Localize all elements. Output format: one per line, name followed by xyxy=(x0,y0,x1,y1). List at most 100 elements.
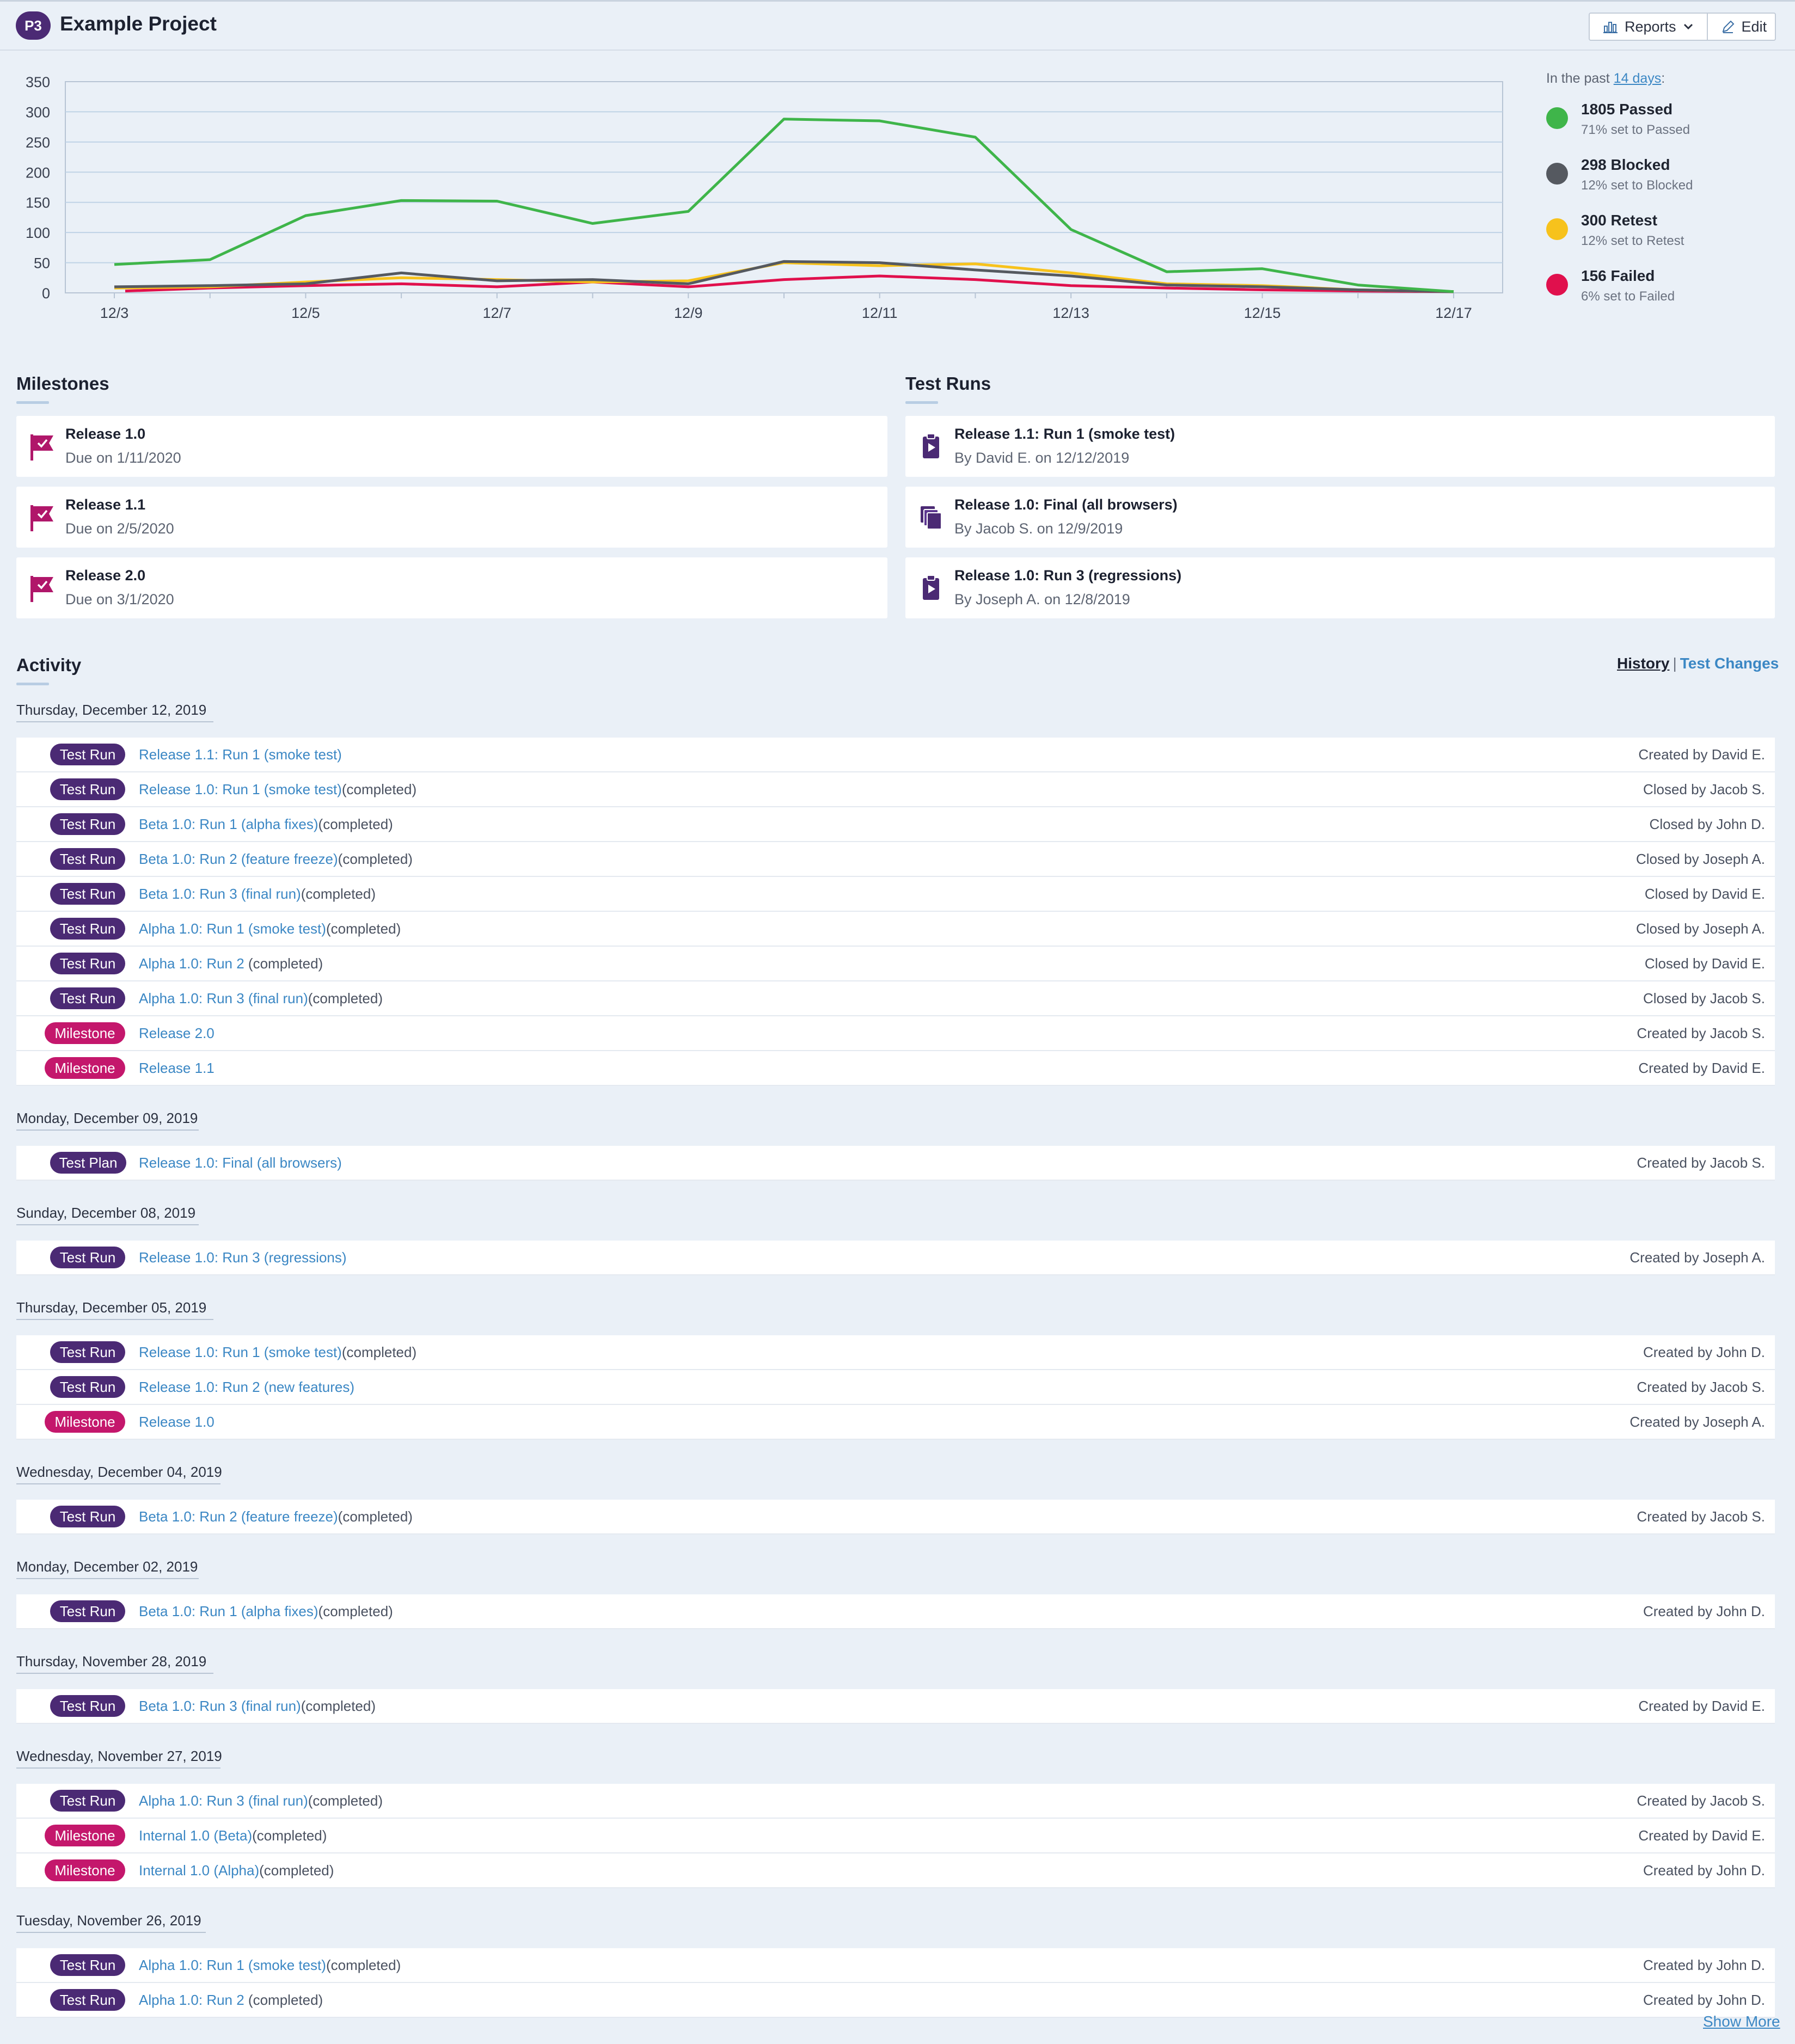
y-tick-label: 50 xyxy=(34,255,50,272)
activity-item-link[interactable]: Alpha 1.0: Run 2 xyxy=(139,955,244,972)
activity-item-link[interactable]: Beta 1.0: Run 2 (feature freeze) xyxy=(139,851,338,867)
activity-row: Test Run Release 1.1: Run 1 (smoke test) C… xyxy=(16,738,1775,772)
test-run-card[interactable]: Release 1.0: Run 3 (regressions) By Josep… xyxy=(905,557,1775,618)
activity-author: Created by Joseph A. xyxy=(1629,1249,1765,1266)
activity-item-link[interactable]: Alpha 1.0: Run 1 (smoke test) xyxy=(139,920,326,937)
edit-button[interactable]: Edit xyxy=(1708,14,1780,40)
activity-item-link[interactable]: Release 1.0: Run 2 (new features) xyxy=(139,1379,354,1395)
activity-item-link[interactable]: Internal 1.0 (Beta) xyxy=(139,1827,253,1844)
activity-author: Created by David E. xyxy=(1638,746,1765,763)
activity-row: Test Run Alpha 1.0: Run 3 (final run)(com… xyxy=(16,1784,1775,1819)
activity-author: Closed by Joseph A. xyxy=(1635,851,1765,867)
test-run-title: Release 1.0: Run 3 (regressions) xyxy=(954,567,1182,584)
tab-history[interactable]: History xyxy=(1617,655,1670,672)
activity-type-badge: Test Run xyxy=(50,1600,125,1622)
test-run-card[interactable]: Release 1.1: Run 1 (smoke test) By David … xyxy=(905,416,1775,477)
tab-test-changes[interactable]: Test Changes xyxy=(1680,655,1779,672)
legend-percent: 6% set to Failed xyxy=(1581,289,1675,304)
activity-description: Internal 1.0 (Beta)(completed) xyxy=(139,1827,327,1844)
activity-author: Closed by John D. xyxy=(1649,816,1765,832)
milestone-card[interactable]: Release 2.0 Due on 3/1/2020 xyxy=(16,557,887,618)
activity-item-link[interactable]: Release 1.0: Final (all browsers) xyxy=(139,1155,342,1171)
activity-description: Release 1.0: Run 2 (new features) xyxy=(139,1379,354,1396)
activity-item-link[interactable]: Alpha 1.0: Run 3 (final run) xyxy=(139,1793,308,1809)
activity-heading: Activity xyxy=(16,655,82,675)
activity-item-link[interactable]: Alpha 1.0: Run 3 (final run) xyxy=(139,990,308,1006)
activity-item-link[interactable]: Beta 1.0: Run 1 (alpha fixes) xyxy=(139,816,318,832)
test-run-card-icon xyxy=(917,432,946,465)
activity-type-badge: Milestone xyxy=(45,1057,125,1079)
activity-status-suffix: (completed) xyxy=(341,1344,417,1360)
activity-item-link[interactable]: Alpha 1.0: Run 1 (smoke test) xyxy=(139,1957,326,1973)
activity-item-link[interactable]: Beta 1.0: Run 2 (feature freeze) xyxy=(139,1508,338,1525)
activity-row: Test Run Alpha 1.0: Run 2 (completed) Crea… xyxy=(16,1983,1775,2018)
activity-item-link[interactable]: Release 1.0: Run 3 (regressions) xyxy=(139,1249,347,1266)
activity-item-link[interactable]: Release 1.0: Run 1 (smoke test) xyxy=(139,1344,342,1360)
activity-day-label: Wednesday, November 27, 2019 xyxy=(16,1748,222,1764)
activity-description: Beta 1.0: Run 2 (feature freeze)(complet… xyxy=(139,851,413,868)
activity-item-link[interactable]: Release 1.1: Run 1 (smoke test) xyxy=(139,746,342,763)
activity-type-badge: Test Run xyxy=(50,1341,125,1363)
activity-type-badge: Milestone xyxy=(45,1859,125,1881)
activity-item-link[interactable]: Release 1.0 xyxy=(139,1414,215,1430)
activity-type-badge: Milestone xyxy=(45,1411,125,1433)
activity-status-suffix: (completed) xyxy=(326,920,401,937)
activity-item-link[interactable]: Release 2.0 xyxy=(139,1025,215,1041)
activity-status-suffix: (completed) xyxy=(259,1862,334,1879)
milestone-due-date: Due on 3/1/2020 xyxy=(65,591,174,607)
activity-day-label: Sunday, December 08, 2019 xyxy=(16,1205,196,1221)
activity-author: Created by David E. xyxy=(1638,1060,1765,1076)
reports-button[interactable]: Reports xyxy=(1590,14,1708,40)
activity-type-badge: Test Run xyxy=(50,1247,125,1268)
activity-type-badge: Test Run xyxy=(50,1376,125,1398)
milestone-card-icon xyxy=(28,432,57,465)
activity-day-underline xyxy=(16,1578,199,1579)
activity-heading-underline xyxy=(16,683,49,685)
activity-type-badge: Test Run xyxy=(50,1695,125,1717)
show-more-link[interactable]: Show More xyxy=(1703,2013,1780,2030)
y-tick-label: 100 xyxy=(26,225,50,241)
activity-day-underline xyxy=(16,1767,221,1769)
activity-item-link[interactable]: Internal 1.0 (Alpha) xyxy=(139,1862,260,1879)
activity-status-suffix: (completed) xyxy=(338,851,413,867)
activity-type-badge: Test Plan xyxy=(50,1152,126,1174)
legend-count: 156 Failed xyxy=(1581,267,1655,284)
activity-description: Alpha 1.0: Run 2 (completed) xyxy=(139,1992,323,2009)
legend-count: 298 Blocked xyxy=(1581,156,1670,173)
x-tick-label: 12/5 xyxy=(291,305,320,321)
activity-type-badge: Milestone xyxy=(45,1022,125,1044)
test-run-title: Release 1.0: Final (all browsers) xyxy=(954,496,1178,513)
activity-row: Test Run Release 1.0: Run 3 (regressions)… xyxy=(16,1241,1775,1275)
project-badge: P3 xyxy=(16,11,51,40)
activity-tabs: History | Test Changes xyxy=(1617,655,1779,672)
top-border xyxy=(0,0,1795,2)
activity-description: Release 1.0 xyxy=(139,1414,215,1431)
milestone-card[interactable]: Release 1.1 Due on 2/5/2020 xyxy=(16,487,887,548)
activity-item-link[interactable]: Beta 1.0: Run 3 (final run) xyxy=(139,886,301,902)
activity-item-link[interactable]: Release 1.0: Run 1 (smoke test) xyxy=(139,781,342,797)
activity-type-badge: Test Run xyxy=(50,987,125,1009)
activity-author: Created by Joseph A. xyxy=(1629,1414,1765,1430)
milestone-flag-icon xyxy=(30,576,53,602)
y-tick-label: 300 xyxy=(26,104,50,120)
activity-item-link[interactable]: Beta 1.0: Run 1 (alpha fixes) xyxy=(139,1603,318,1619)
activity-item-link[interactable]: Beta 1.0: Run 3 (final run) xyxy=(139,1698,301,1714)
chevron-down-icon xyxy=(1683,23,1693,30)
reports-button-label: Reports xyxy=(1625,18,1676,35)
activity-item-link[interactable]: Release 1.1 xyxy=(139,1060,215,1076)
activity-item-link[interactable]: Alpha 1.0: Run 2 xyxy=(139,1992,244,2008)
activity-row: Test Run Release 1.0: Run 1 (smoke test)(… xyxy=(16,772,1775,807)
milestone-flag-icon xyxy=(30,434,53,461)
milestone-card[interactable]: Release 1.0 Due on 1/11/2020 xyxy=(16,416,887,477)
activity-day-underline xyxy=(16,1130,199,1131)
activity-description: Release 1.0: Run 1 (smoke test)(complete… xyxy=(139,781,416,798)
activity-row: Test Run Alpha 1.0: Run 3 (final run)(com… xyxy=(16,981,1775,1016)
y-tick-label: 350 xyxy=(26,74,50,90)
page-header: P3 Example Project Reports xyxy=(0,2,1795,51)
legend-period-link[interactable]: 14 days xyxy=(1613,71,1662,86)
x-tick-label: 12/17 xyxy=(1435,305,1472,321)
activity-author: Closed by Jacob S. xyxy=(1643,990,1765,1006)
test-run-card[interactable]: Release 1.0: Final (all browsers) By Jaco… xyxy=(905,487,1775,548)
y-tick-label: 250 xyxy=(26,134,50,151)
activity-status-suffix: (completed) xyxy=(326,1957,401,1973)
